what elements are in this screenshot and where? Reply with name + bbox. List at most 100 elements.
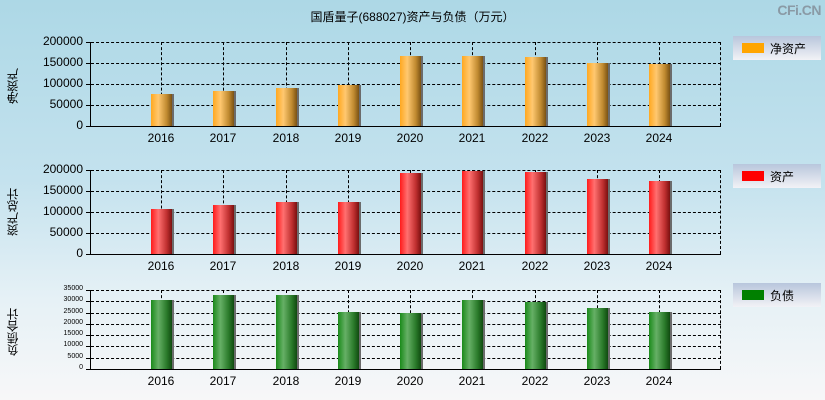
bar-2023 [587,179,608,254]
y-tick-label: 30000 [63,296,83,303]
y-tick-mark [86,84,91,85]
total-liabilities-panel: 负债合计 35000 30000 25000 20000 15000 10000 5000 0… [0,283,825,400]
v-gridline [223,42,224,126]
y-tick-label: 150000 [42,183,83,197]
bar-2016 [151,94,172,126]
v-gridline [348,42,349,126]
y-tick-mark [86,254,91,255]
x-tick-label: 2017 [209,131,237,145]
bar-2017 [213,91,234,126]
x-tick-label: 2017 [209,259,237,273]
y-tick-mark [86,324,91,325]
bar-2017 [213,205,234,254]
bar-2024 [649,312,670,369]
y-tick-mark [86,126,91,127]
y-tick-mark [86,63,91,64]
y-tick-mark [86,335,91,336]
x-tick-label: 2023 [583,131,611,145]
frame-top [91,290,721,291]
y-tick-label: 50000 [49,97,83,111]
y-tick-mark [86,301,91,302]
x-tick-label: 2024 [645,374,673,388]
y-tick-mark [86,105,91,106]
bar-2021 [462,56,483,126]
y-tick-label: 100000 [42,76,83,90]
x-tick-label: 2017 [209,374,237,388]
y-tick-label: 0 [76,118,83,132]
y-tick-label: 0 [79,364,83,371]
x-tick-label: 2016 [147,259,175,273]
legend: 净资产 [733,36,821,60]
x-tick-label: 2022 [521,259,549,273]
bar-2018 [276,295,297,369]
legend: 负债 [733,283,821,307]
bar-2019 [338,202,359,254]
bar-2021 [462,171,483,254]
y-tick-mark [86,191,91,192]
bar-2023 [587,63,608,126]
y-tick-mark [86,346,91,347]
x-tick-label: 2023 [583,259,611,273]
y-tick-label: 10000 [63,341,83,348]
bar-2017 [213,295,234,369]
x-tick-label: 2020 [396,374,424,388]
bar-2016 [151,209,172,254]
x-tick-label: 2023 [583,374,611,388]
y-tick-label: 5000 [67,353,83,360]
bar-2021 [462,300,483,369]
y-tick-label: 200000 [42,34,83,48]
y-tick-label: 0 [76,246,83,260]
v-gridline [161,42,162,126]
bar-2022 [525,172,546,254]
legend-label: 净资产 [770,41,807,56]
frame-top [91,170,721,171]
bar-2024 [649,64,670,126]
h-gridline [91,301,721,302]
legend-swatch [742,171,764,181]
frame-top [91,42,721,43]
y-tick-label: 100000 [42,204,83,218]
y-tick-label: 150000 [42,55,83,69]
x-tick-label: 2022 [521,131,549,145]
v-gridline [286,42,287,126]
x-tick-label: 2020 [396,131,424,145]
plot-area: 200000 150000 100000 50000 0 2016 2017 2018 2019… [43,34,721,145]
x-tick-label: 2020 [396,259,424,273]
bar-2022 [525,302,546,369]
frame-right [720,290,721,369]
x-tick-label: 2019 [334,259,362,273]
y-tick-mark [86,212,91,213]
plot-area: 200000 150000 100000 50000 0 2016 2017 2018 2019… [43,162,721,273]
y-tick-label: 15000 [63,330,83,337]
total-assets-panel: 资产总计 200000 150000 100000 50000 0 2016 2017 201… [0,162,825,280]
y-tick-mark [86,369,91,370]
x-tick-label: 2016 [147,374,175,388]
plot-area: 35000 30000 25000 20000 15000 10000 5000 0 2016 2… [64,285,721,388]
legend-label: 负债 [770,288,795,303]
x-tick-label: 2024 [645,131,673,145]
y-tick-label: 50000 [49,225,83,239]
legend: 资产 [733,164,821,188]
x-tick-label: 2019 [334,131,362,145]
y-axis-label: 资产总计 [6,188,20,236]
x-tick-label: 2022 [521,374,549,388]
bar-2024 [649,181,670,254]
y-axis-label: 净资产 [6,68,20,104]
y-tick-mark [86,170,91,171]
x-tick-label: 2024 [645,259,673,273]
y-tick-mark [86,313,91,314]
watermark-logo: CFi.CN [777,2,821,18]
y-tick-mark [86,233,91,234]
y-tick-mark [86,42,91,43]
x-tick-label: 2019 [334,374,362,388]
legend-swatch [742,290,764,300]
y-tick-label: 35000 [63,285,83,292]
bar-2020 [400,313,421,369]
legend-label: 资产 [770,169,795,184]
bar-2018 [276,202,297,254]
x-tick-label: 2018 [272,259,300,273]
bar-2023 [587,308,608,369]
legend-swatch [742,43,764,53]
bar-2022 [525,57,546,126]
bar-2020 [400,56,421,126]
